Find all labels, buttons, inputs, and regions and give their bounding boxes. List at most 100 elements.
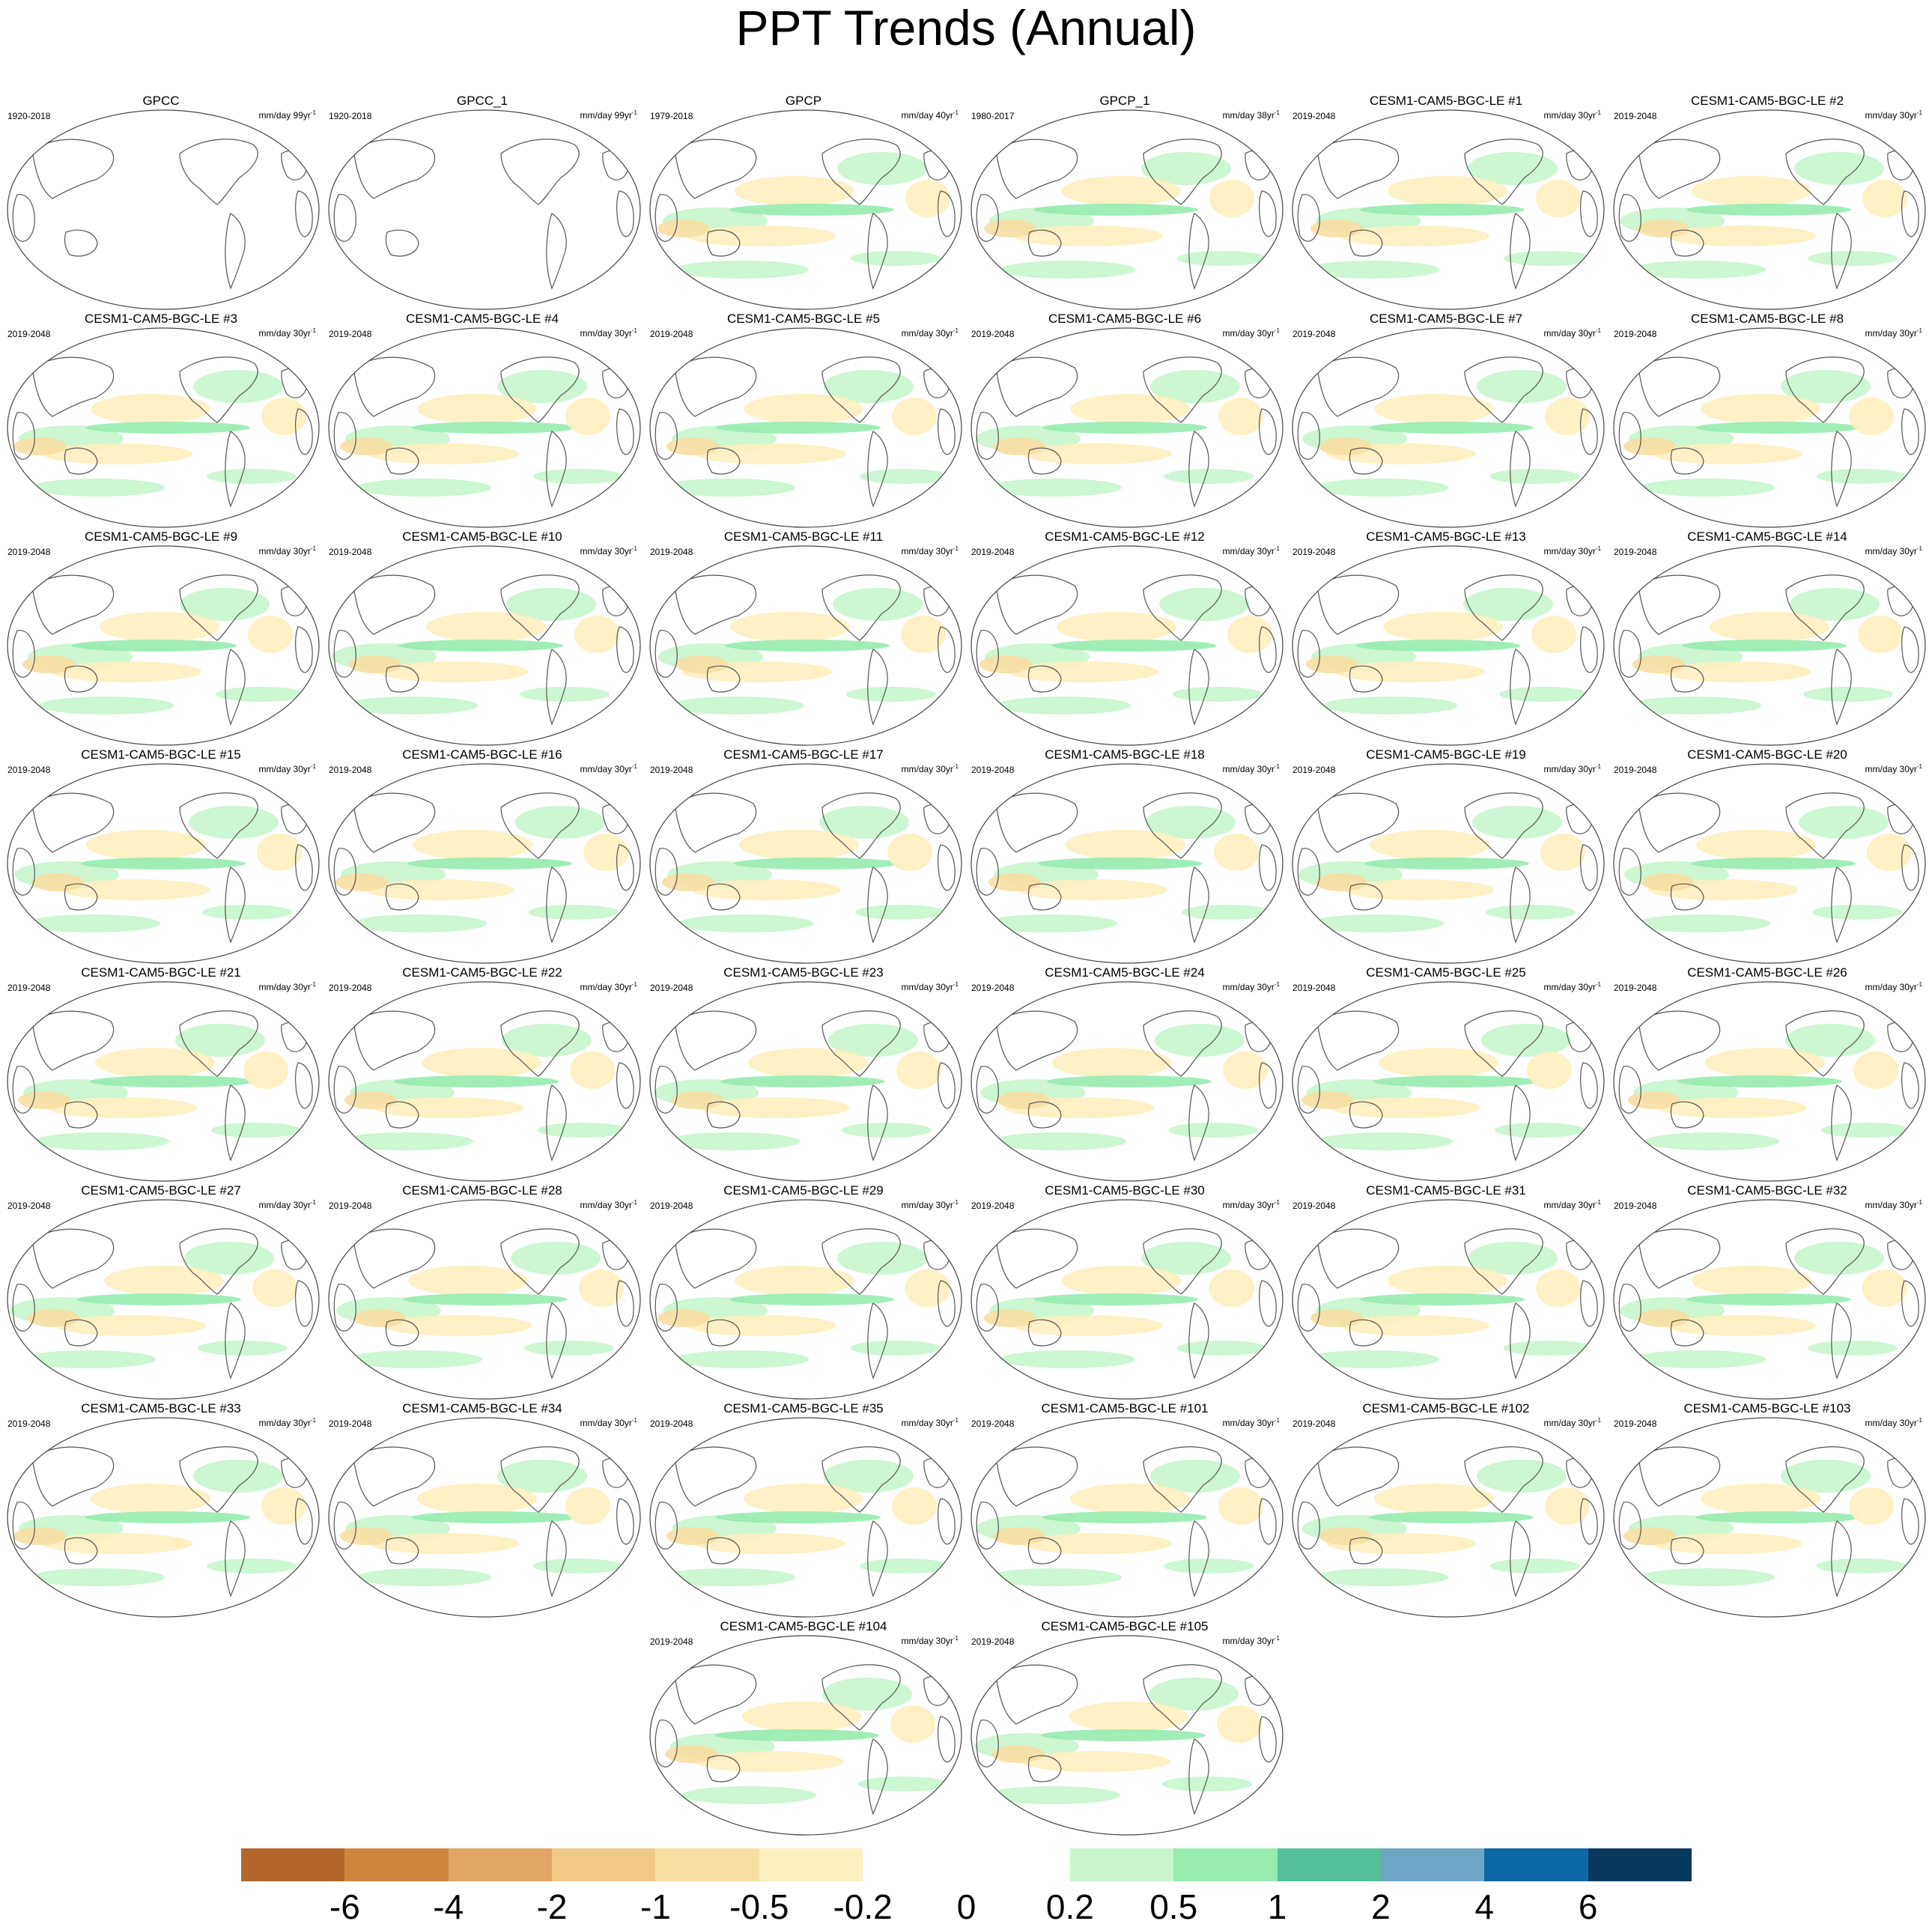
panel-period: 2019-2048 bbox=[971, 765, 1015, 775]
panel-title: CESM1-CAM5-BGC-LE #26 bbox=[1687, 965, 1847, 980]
panel-period: 2019-2048 bbox=[1614, 111, 1657, 121]
colorbar-box bbox=[863, 1848, 967, 1881]
panel-period: 2019-2048 bbox=[971, 1418, 1015, 1429]
panel-title: CESM1-CAM5-BGC-LE #27 bbox=[81, 1183, 241, 1198]
colorbar-box bbox=[552, 1848, 656, 1881]
panel-title: CESM1-CAM5-BGC-LE #13 bbox=[1366, 529, 1526, 544]
colorbar-box bbox=[1277, 1848, 1382, 1881]
trend-map bbox=[649, 1417, 962, 1618]
trend-map bbox=[649, 1199, 962, 1400]
panel-title: CESM1-CAM5-BGC-LE #23 bbox=[723, 965, 884, 980]
trend-map bbox=[970, 327, 1284, 528]
map-panel: CESM1-CAM5-BGC-LE #35 2019-2048 mm/day 30y… bbox=[643, 1401, 965, 1618]
panel-units: mm/day 30yr-1 bbox=[1222, 327, 1280, 339]
panel-units: mm/day 30yr-1 bbox=[1543, 109, 1601, 121]
trend-map bbox=[7, 763, 320, 964]
trend-map bbox=[1613, 327, 1926, 528]
trend-map bbox=[649, 763, 962, 964]
panel-title: CESM1-CAM5-BGC-LE #33 bbox=[81, 1401, 241, 1415]
trend-map bbox=[328, 327, 641, 528]
panel-period: 2019-2048 bbox=[1292, 329, 1336, 339]
trend-map bbox=[970, 545, 1284, 746]
panel-units: mm/day 30yr-1 bbox=[901, 327, 959, 339]
panel-title: CESM1-CAM5-BGC-LE #20 bbox=[1687, 747, 1847, 762]
panel-period: 2019-2048 bbox=[1614, 1201, 1657, 1211]
panel-units: mm/day 30yr-1 bbox=[1543, 981, 1601, 992]
map-panel: CESM1-CAM5-BGC-LE #13 2019-2048 mm/day 30y… bbox=[1285, 529, 1607, 747]
panel-title: CESM1-CAM5-BGC-LE #17 bbox=[723, 747, 884, 762]
trend-map bbox=[649, 1635, 962, 1836]
panel-units: mm/day 30yr-1 bbox=[1543, 327, 1601, 339]
panel-title: GPCC bbox=[142, 94, 180, 108]
map-panel: GPCP_1 1980-2017 mm/day 38yr-1 bbox=[964, 94, 1286, 311]
panel-title: CESM1-CAM5-BGC-LE #31 bbox=[1366, 1183, 1526, 1198]
panel-title: CESM1-CAM5-BGC-LE #14 bbox=[1687, 529, 1847, 544]
colorbar-box bbox=[966, 1848, 1071, 1881]
map-panel: CESM1-CAM5-BGC-LE #17 2019-2048 mm/day 30y… bbox=[643, 747, 965, 965]
map-panel: CESM1-CAM5-BGC-LE #14 2019-2048 mm/day 30y… bbox=[1606, 529, 1928, 747]
panel-title: CESM1-CAM5-BGC-LE #4 bbox=[405, 312, 559, 326]
colorbar-tick-label: 0 bbox=[956, 1887, 976, 1926]
trend-map bbox=[7, 1199, 320, 1400]
map-panel: CESM1-CAM5-BGC-LE #103 2019-2048 mm/day 30… bbox=[1606, 1401, 1928, 1618]
map-panel: CESM1-CAM5-BGC-LE #15 2019-2048 mm/day 30y… bbox=[0, 747, 322, 965]
map-panel: CESM1-CAM5-BGC-LE #16 2019-2048 mm/day 30y… bbox=[321, 747, 643, 965]
panel-period: 2019-2048 bbox=[1292, 983, 1336, 993]
panel-units: mm/day 30yr-1 bbox=[901, 1199, 959, 1210]
panel-title: CESM1-CAM5-BGC-LE #8 bbox=[1690, 312, 1844, 326]
trend-map bbox=[328, 545, 641, 746]
panel-period: 2019-2048 bbox=[329, 1418, 372, 1429]
panel-units: mm/day 30yr-1 bbox=[580, 545, 637, 556]
panel-title: CESM1-CAM5-BGC-LE #2 bbox=[1690, 94, 1844, 108]
panel-period: 2019-2048 bbox=[971, 1636, 1015, 1647]
panel-units: mm/day 30yr-1 bbox=[1222, 981, 1280, 992]
map-panel: CESM1-CAM5-BGC-LE #6 2019-2048 mm/day 30yr… bbox=[964, 312, 1286, 529]
panel-title: CESM1-CAM5-BGC-LE #105 bbox=[1041, 1619, 1209, 1633]
panel-period: 2019-2048 bbox=[329, 765, 372, 775]
trend-map bbox=[7, 545, 320, 746]
colorbar-tick-label: -4 bbox=[433, 1887, 464, 1926]
panel-period: 2019-2048 bbox=[650, 547, 693, 557]
panel-title: CESM1-CAM5-BGC-LE #103 bbox=[1683, 1401, 1851, 1415]
panel-units: mm/day 99yr-1 bbox=[580, 109, 637, 121]
map-panel: CESM1-CAM5-BGC-LE #11 2019-2048 mm/day 30y… bbox=[643, 529, 965, 747]
map-panel: CESM1-CAM5-BGC-LE #30 2019-2048 mm/day 30y… bbox=[964, 1183, 1286, 1401]
panel-title: CESM1-CAM5-BGC-LE #3 bbox=[84, 312, 238, 326]
trend-map bbox=[649, 981, 962, 1182]
panel-period: 2019-2048 bbox=[7, 1201, 51, 1211]
panel-period: 2019-2048 bbox=[650, 765, 693, 775]
map-panel-grid: GPCC 1920-2018 mm/day 99yr-1 GPCC_1 1920-201… bbox=[0, 94, 1928, 1836]
colorbar-tick-label: 6 bbox=[1578, 1887, 1598, 1926]
colorbar-box bbox=[1380, 1848, 1485, 1881]
trend-map bbox=[970, 981, 1284, 1182]
panel-period: 2019-2048 bbox=[7, 329, 51, 339]
panel-units: mm/day 30yr-1 bbox=[901, 763, 959, 774]
trend-map bbox=[1613, 1199, 1926, 1400]
panel-units: mm/day 30yr-1 bbox=[1543, 1417, 1601, 1428]
panel-period: 1920-2018 bbox=[7, 111, 51, 121]
map-panel: CESM1-CAM5-BGC-LE #7 2019-2048 mm/day 30yr… bbox=[1285, 312, 1607, 529]
panel-period: 2019-2048 bbox=[1614, 983, 1657, 993]
map-panel: CESM1-CAM5-BGC-LE #28 2019-2048 mm/day 30y… bbox=[321, 1183, 643, 1401]
panel-period: 2019-2048 bbox=[650, 329, 693, 339]
panel-title: CESM1-CAM5-BGC-LE #5 bbox=[726, 312, 881, 326]
panel-period: 2019-2048 bbox=[7, 983, 51, 993]
panel-units: mm/day 30yr-1 bbox=[580, 1199, 637, 1210]
panel-units: mm/day 38yr-1 bbox=[1222, 109, 1280, 121]
panel-units: mm/day 30yr-1 bbox=[901, 1635, 959, 1646]
map-panel: CESM1-CAM5-BGC-LE #29 2019-2048 mm/day 30y… bbox=[643, 1183, 965, 1401]
panel-period: 2019-2048 bbox=[7, 1418, 51, 1429]
trend-map bbox=[7, 1417, 320, 1618]
panel-title: CESM1-CAM5-BGC-LE #16 bbox=[402, 747, 562, 762]
panel-period: 2019-2048 bbox=[1614, 765, 1657, 775]
panel-period: 1979-2018 bbox=[650, 111, 693, 121]
panel-period: 2019-2048 bbox=[971, 983, 1015, 993]
panel-title: CESM1-CAM5-BGC-LE #25 bbox=[1366, 965, 1526, 980]
figure-title: PPT Trends (Annual) bbox=[735, 0, 1197, 55]
trend-map bbox=[1613, 981, 1926, 1182]
panel-units: mm/day 30yr-1 bbox=[901, 981, 959, 992]
map-panel: CESM1-CAM5-BGC-LE #25 2019-2048 mm/day 30y… bbox=[1285, 965, 1607, 1183]
panel-period: 2019-2048 bbox=[329, 329, 372, 339]
map-panel: CESM1-CAM5-BGC-LE #26 2019-2048 mm/day 30y… bbox=[1606, 965, 1928, 1183]
panel-title: CESM1-CAM5-BGC-LE #29 bbox=[723, 1183, 884, 1198]
